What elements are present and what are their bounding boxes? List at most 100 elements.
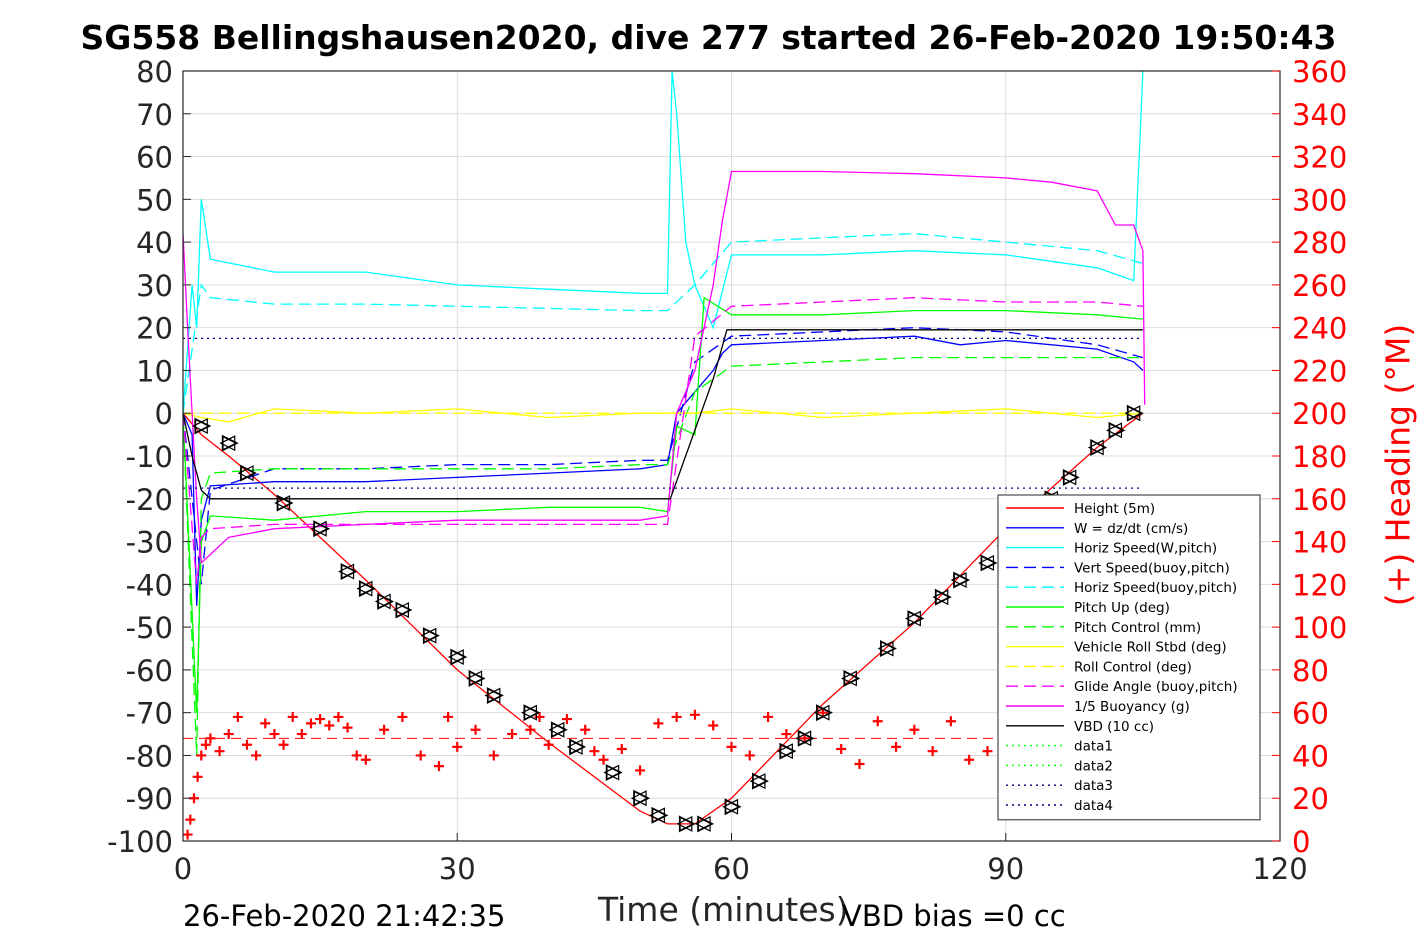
dive-marker <box>722 798 739 815</box>
series-line <box>183 329 1143 500</box>
y-axis-left: 80 70 60 50 40 30 20 10 0 -10 -20 -30 -40 -50 -60 -70 -8… <box>107 55 191 859</box>
y-tick-label: -90 <box>126 782 173 816</box>
legend-label: data3 <box>1074 778 1113 794</box>
heading-point <box>543 739 554 750</box>
y2-tick-label: 40 <box>1292 739 1329 773</box>
dive-marker <box>569 738 587 756</box>
y-axis-right: 3603403203002802602402202001801601401201… <box>1272 55 1347 859</box>
heading-point <box>854 759 865 769</box>
dive-marker <box>377 592 395 610</box>
legend-label: data4 <box>1074 798 1113 814</box>
footer-date: 26-Feb-2020 21:42:35 <box>183 899 506 933</box>
x-tick-label: 90 <box>987 852 1024 886</box>
dive-marker <box>521 704 537 721</box>
dive-marker <box>1108 421 1126 439</box>
heading-point <box>287 711 298 722</box>
dive-marker <box>566 738 583 755</box>
heading-point <box>689 709 700 720</box>
series-group <box>183 71 1146 840</box>
y2-tick-label: 20 <box>1292 782 1329 816</box>
dive-marker <box>221 434 239 452</box>
y-tick-label: 30 <box>136 269 173 303</box>
dive-marker <box>374 593 391 610</box>
heading-point <box>205 733 216 744</box>
dive-marker <box>934 588 952 606</box>
y2-tick-label: 100 <box>1292 611 1347 645</box>
dive-marker <box>816 704 833 722</box>
dive-marker <box>603 764 620 781</box>
series-line <box>183 356 1143 756</box>
dive-marker <box>358 580 376 598</box>
legend-label: Horiz Speed(buoy,pitch) <box>1074 580 1237 596</box>
heading-point <box>241 739 252 750</box>
dive-marker <box>548 721 565 738</box>
y-tick-label: 20 <box>136 312 173 346</box>
heading-point <box>635 765 646 776</box>
dive-marker <box>310 520 327 537</box>
legend-label: Horiz Speed(W,pitch) <box>1074 541 1217 557</box>
heading-point <box>260 718 271 729</box>
heading-point <box>927 746 938 757</box>
heading-point <box>196 750 207 761</box>
legend-label: Pitch Control (mm) <box>1074 620 1201 636</box>
dive-marker <box>550 721 568 739</box>
heading-point <box>836 744 847 755</box>
x-tick-label: 60 <box>713 852 750 886</box>
heading-point <box>945 716 956 727</box>
heading-point <box>251 750 262 761</box>
dive-marker <box>777 743 793 760</box>
y2-tick-label: 200 <box>1292 397 1347 431</box>
dive-marker <box>420 627 437 644</box>
dive-marker <box>1062 468 1080 486</box>
y2-tick-label: 340 <box>1292 98 1347 132</box>
dive-marker <box>486 687 504 705</box>
heading-point <box>708 720 719 731</box>
heading-point <box>278 739 289 750</box>
legend-label: data2 <box>1074 758 1113 774</box>
dive-marker <box>649 807 665 824</box>
heading-point <box>488 750 499 761</box>
dive-marker <box>843 669 861 687</box>
heading-point <box>781 729 792 740</box>
y-tick-label: 50 <box>136 183 173 217</box>
dive-marker <box>313 520 331 538</box>
dive-marker <box>191 418 208 435</box>
heading-point <box>305 718 316 729</box>
dive-marker <box>1090 438 1108 456</box>
heading-point <box>964 754 975 765</box>
y-tick-label: 40 <box>136 226 173 260</box>
heading-point <box>433 761 444 772</box>
dive-marker <box>950 572 967 589</box>
y2-tick-label: 220 <box>1292 354 1347 388</box>
dive-marker <box>694 815 711 832</box>
dive-marker <box>880 640 897 657</box>
heading-point <box>192 771 203 782</box>
dive-marker <box>752 772 769 790</box>
heading-point <box>183 829 193 840</box>
heading-point <box>598 754 609 765</box>
legend-label: Vehicle Roll Stbd (deg) <box>1074 640 1227 656</box>
heading-point <box>379 724 390 735</box>
y2-tick-label: 0 <box>1292 825 1310 859</box>
heading-point <box>342 722 353 733</box>
heading-point <box>452 741 463 752</box>
heading-point <box>351 750 362 761</box>
heading-point <box>324 720 335 731</box>
dive-marker <box>724 798 742 816</box>
y2-tick-label: 360 <box>1292 55 1347 89</box>
dive-marker <box>468 669 486 687</box>
legend-label: VBD (10 cc) <box>1074 719 1154 735</box>
legend-label: Pitch Up (deg) <box>1074 600 1170 616</box>
dive-marker <box>633 789 651 807</box>
dive-marker <box>466 670 483 687</box>
heading-point <box>561 714 572 725</box>
y2-tick-label: 80 <box>1292 654 1329 688</box>
y-tick-label: -10 <box>126 440 173 474</box>
legend-label: 1/5 Buoyancy (g) <box>1074 699 1190 715</box>
series-line <box>183 71 1144 414</box>
heading-point <box>185 814 196 825</box>
dive-marker <box>813 704 830 721</box>
dive-marker <box>194 417 212 435</box>
dive-marker <box>338 563 355 580</box>
